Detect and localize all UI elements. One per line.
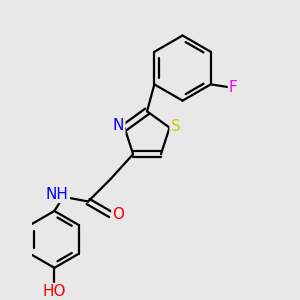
Text: HO: HO xyxy=(43,284,66,299)
Text: S: S xyxy=(171,119,180,134)
Text: NH: NH xyxy=(46,187,69,202)
Text: F: F xyxy=(229,80,238,95)
Text: N: N xyxy=(113,118,124,134)
Text: O: O xyxy=(112,207,124,222)
